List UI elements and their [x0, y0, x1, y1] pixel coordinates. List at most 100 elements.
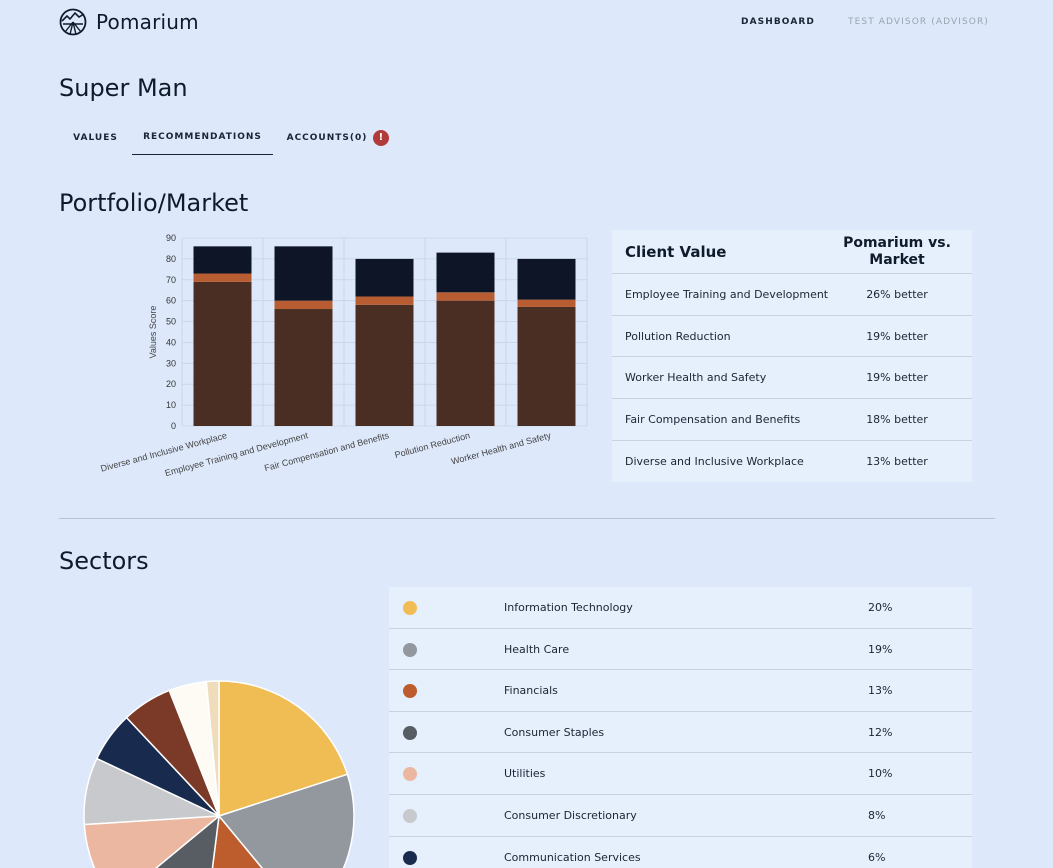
y-tick-label: 60	[166, 296, 176, 306]
sector-percent: 8%	[868, 808, 886, 822]
pomarium-logo-icon	[59, 8, 87, 36]
sectors-pie-chart	[70, 670, 370, 868]
row-value: Employee Training and Development	[625, 287, 829, 301]
table-row: Health Care 19%	[389, 629, 972, 671]
y-tick-label: 90	[166, 233, 176, 243]
portfolio-section-title: Portfolio/Market	[59, 189, 249, 217]
y-tick-label: 50	[166, 317, 176, 327]
bar-segment	[193, 246, 252, 274]
x-tick-label: Diverse and Inclusive Workplace	[99, 430, 228, 473]
x-tick-label: Employee Training and Development	[164, 430, 310, 478]
row-value: Worker Health and Safety	[625, 371, 767, 385]
pie-slice	[154, 814, 220, 868]
sector-name: Utilities	[504, 767, 546, 781]
sector-name: Information Technology	[504, 601, 633, 614]
y-tick-label: 70	[166, 275, 176, 285]
y-tick-label: 30	[166, 358, 176, 368]
bar-segment	[355, 304, 414, 426]
pie-slice	[205, 680, 220, 817]
y-tick-label: 80	[166, 254, 176, 264]
sectors-section-title: Sectors	[59, 547, 149, 575]
row-comparison: 18% better	[866, 412, 928, 426]
bar-segment	[193, 281, 252, 426]
sector-percent: 6%	[868, 850, 886, 864]
sector-name: Financials	[504, 684, 558, 698]
table-row: Utilities 10%	[389, 753, 972, 795]
client-values-table: Client Value Pomarium vs. Market Employe…	[612, 230, 972, 483]
row-value: Fair Compensation and Benefits	[625, 412, 801, 426]
sector-name: Consumer Staples	[504, 725, 605, 739]
sector-color-dot	[403, 767, 417, 782]
bar-segment	[274, 300, 333, 310]
bar-segment	[355, 258, 414, 297]
top-navigation: Pomarium DASHBOARD TEST ADVISOR (ADVISOR…	[0, 0, 1053, 46]
sector-percent: 13%	[868, 684, 893, 698]
bar-segment	[274, 246, 333, 301]
logo-text: Pomarium	[96, 10, 199, 34]
y-axis-label: Values Score	[148, 306, 158, 359]
tab-values[interactable]: VALUES	[59, 120, 132, 155]
table-row: Diverse and Inclusive Workplace 13% bette…	[612, 441, 972, 483]
row-value: Diverse and Inclusive Workplace	[625, 455, 804, 469]
logo[interactable]: Pomarium	[59, 8, 199, 36]
bar-segment	[436, 252, 495, 293]
column-header-comparison: Pomarium vs. Market	[843, 234, 951, 268]
bar-segment	[517, 299, 576, 307]
y-tick-label: 10	[166, 400, 176, 410]
tab-accounts-label: ACCOUNTS(0)	[286, 132, 368, 143]
bar-segment	[436, 300, 495, 426]
bar-segment	[517, 258, 576, 300]
sector-name: Health Care	[504, 642, 570, 656]
y-tick-label: 0	[171, 421, 176, 431]
table-row: Consumer Discretionary 8%	[389, 795, 972, 837]
table-row: Financials 13%	[389, 670, 972, 712]
row-comparison: 13% better	[866, 455, 928, 469]
y-tick-label: 20	[166, 379, 176, 389]
pie-slice	[83, 815, 222, 868]
table-header: Client Value Pomarium vs. Market	[612, 230, 972, 274]
table-row: Information Technology 20%	[389, 587, 972, 629]
sector-color-dot	[403, 642, 417, 657]
sector-percent: 20%	[868, 601, 893, 614]
nav-user-menu[interactable]: TEST ADVISOR (ADVISOR)	[848, 17, 989, 27]
bar-segment	[274, 309, 333, 426]
sector-color-dot	[403, 850, 417, 865]
bar-segment	[193, 273, 252, 282]
table-row: Consumer Staples 12%	[389, 712, 972, 754]
sector-color-dot	[403, 808, 417, 823]
portfolio-bar-chart: 0 10 20 30 40 50 60 70 80 90 Diverse and Inclusive…	[99, 233, 588, 478]
row-comparison: 26% better	[866, 287, 928, 301]
tab-values-label: VALUES	[73, 132, 118, 143]
row-comparison: 19% better	[866, 329, 928, 343]
sector-color-dot	[403, 725, 417, 740]
sector-percent: 12%	[868, 725, 893, 739]
pie-slice	[211, 814, 263, 868]
bar-segment	[517, 306, 576, 426]
sector-color-dot	[403, 601, 417, 615]
page-title: Super Man	[59, 74, 188, 102]
sectors-table: Information Technology 20% Health Care 19%…	[389, 587, 972, 868]
table-row: Fair Compensation and Benefits 18% better	[612, 399, 972, 441]
sector-name: Consumer Discretionary	[504, 808, 637, 822]
sector-percent: 10%	[868, 767, 893, 781]
section-divider	[59, 518, 995, 519]
pie-slice	[217, 773, 355, 868]
row-value: Pollution Reduction	[625, 329, 731, 343]
nav-dashboard-link[interactable]: DASHBOARD	[741, 17, 815, 27]
row-comparison: 19% better	[866, 371, 928, 385]
table-row: Worker Health and Safety 19% better	[612, 357, 972, 400]
table-row: Communication Services 6%	[389, 837, 972, 868]
bar-segment	[355, 296, 414, 305]
column-header-client-value: Client Value	[625, 242, 727, 261]
alert-badge: !	[373, 129, 390, 146]
sector-percent: 19%	[868, 642, 893, 656]
bar-segment	[436, 292, 495, 301]
table-row: Pollution Reduction 19% better	[612, 316, 972, 358]
table-row: Employee Training and Development 26% bet…	[612, 274, 972, 316]
y-tick-label: 40	[166, 337, 176, 347]
sector-color-dot	[403, 684, 417, 699]
tab-accounts[interactable]: ACCOUNTS(0)!	[273, 120, 403, 155]
tab-recommendations[interactable]: RECOMMENDATIONS	[132, 120, 273, 155]
pie-slice	[218, 680, 349, 818]
sector-name: Communication Services	[504, 850, 641, 864]
